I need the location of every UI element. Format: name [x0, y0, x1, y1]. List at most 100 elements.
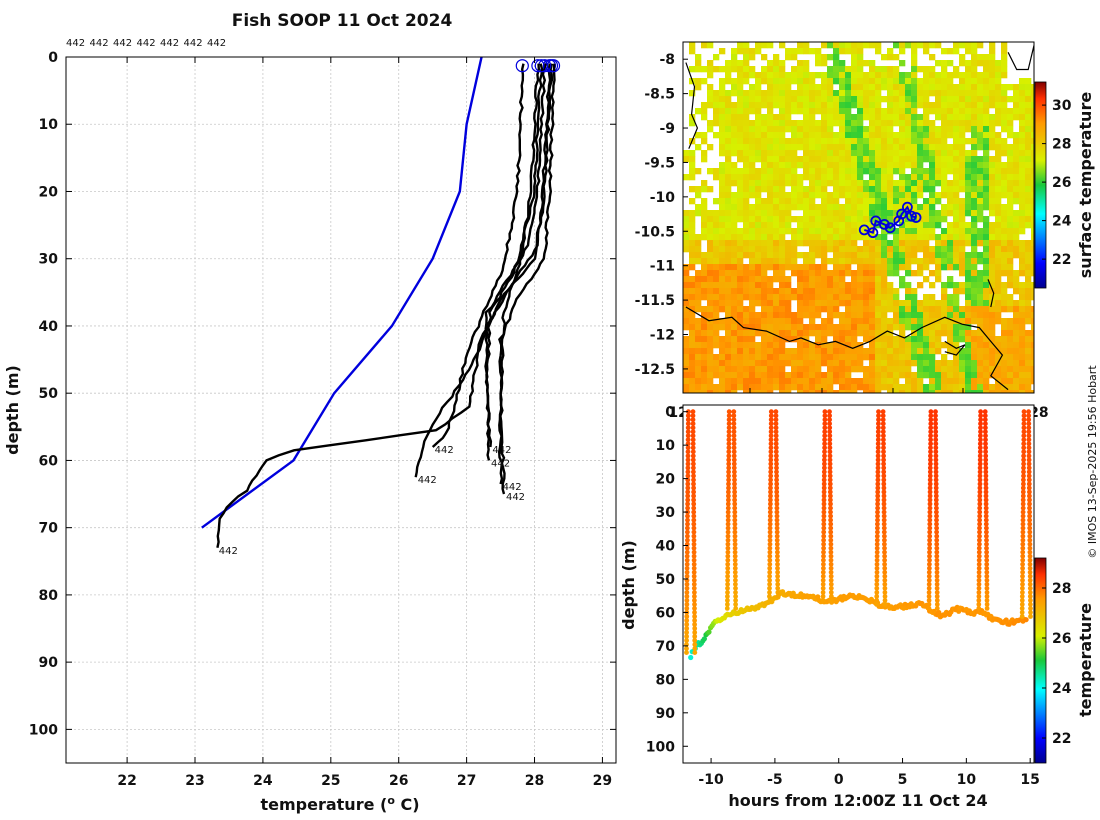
- sst-cell: [911, 324, 918, 331]
- sst-cell: [845, 120, 852, 127]
- sst-cell: [971, 330, 978, 337]
- sst-cell: [719, 174, 726, 181]
- section-sample-dot: [732, 569, 738, 575]
- sst-cell: [821, 96, 828, 103]
- sst-cell: [845, 264, 852, 271]
- sst-cell: [1013, 240, 1020, 247]
- section-sample-dot: [775, 549, 780, 555]
- sst-cell: [929, 84, 936, 91]
- sst-cell: [935, 318, 942, 325]
- sst-cell: [701, 66, 708, 73]
- section-sample-dot: [684, 634, 689, 639]
- section-sample-dot: [773, 413, 779, 419]
- coastline: [944, 340, 966, 356]
- sst-cell: [1025, 132, 1032, 139]
- sst-cell: [827, 114, 834, 121]
- sst-cell: [953, 294, 960, 301]
- sst-cell: [947, 222, 954, 229]
- sst-cell: [815, 162, 822, 169]
- section-sample-dot: [732, 561, 738, 567]
- sst-cell: [953, 378, 960, 385]
- sst-cell: [701, 324, 708, 331]
- section-sample-dot: [1019, 614, 1025, 619]
- section-sample-dot: [881, 521, 887, 527]
- section-sample-dot: [692, 602, 697, 607]
- section-sample-dot: [767, 581, 772, 587]
- section-sample-dot: [1021, 425, 1027, 431]
- sst-cell: [875, 282, 882, 289]
- section-sample-dot: [882, 565, 888, 571]
- sst-cell: [803, 90, 810, 97]
- sst-cell: [719, 48, 726, 55]
- sst-cell: [761, 306, 768, 313]
- sst-cell: [695, 66, 702, 73]
- sst-cell: [995, 78, 1002, 85]
- sst-cell: [989, 282, 996, 289]
- sst-cell: [695, 294, 702, 301]
- sst-cell: [773, 324, 780, 331]
- sst-cell: [701, 288, 708, 295]
- sst-cell: [821, 114, 828, 121]
- sst-cell: [809, 240, 816, 247]
- sst-cell: [905, 120, 912, 127]
- sst-cell: [1013, 360, 1020, 367]
- sst-cell: [857, 246, 864, 253]
- section-sample-dot: [928, 437, 933, 443]
- section-sample-dot: [686, 409, 691, 415]
- sst-cell: [725, 120, 732, 127]
- sst-cell: [977, 294, 984, 301]
- section-sample-dot: [874, 533, 880, 539]
- sst-cell: [815, 96, 822, 103]
- sst-cell: [707, 366, 714, 373]
- sst-cell: [833, 108, 840, 115]
- sst-cell: [827, 198, 834, 205]
- sst-cell: [935, 258, 942, 265]
- section-sample-dot: [1020, 541, 1026, 547]
- sst-cell: [989, 312, 996, 319]
- sst-cell: [863, 180, 870, 187]
- sst-cell: [1013, 288, 1020, 295]
- sst-cell: [923, 48, 930, 55]
- sst-cell: [911, 342, 918, 349]
- section-sample-dot: [775, 569, 780, 575]
- sst-cell: [809, 180, 816, 187]
- sst-cell: [917, 270, 924, 277]
- section-sample-dot: [724, 606, 730, 611]
- sst-cell: [893, 150, 900, 157]
- sst-cell: [785, 318, 792, 325]
- sst-cell: [995, 90, 1002, 97]
- section-sample-dot: [692, 642, 698, 647]
- section-sample-dot: [934, 569, 940, 575]
- sst-cell: [983, 282, 990, 289]
- sst-cell: [833, 96, 840, 103]
- sst-cell: [737, 252, 744, 259]
- section-sample-dot: [692, 618, 697, 623]
- sst-cell: [1031, 174, 1034, 181]
- sst-cell: [833, 114, 840, 121]
- section-sample-dot: [828, 505, 833, 511]
- sst-cell: [905, 270, 912, 277]
- sst-cell: [965, 306, 972, 313]
- sst-cell: [989, 114, 996, 121]
- section-sample-dot: [1020, 497, 1026, 503]
- sst-cell: [701, 318, 708, 325]
- sst-cell: [761, 126, 768, 133]
- map-ytick-label: -10.5: [635, 224, 675, 240]
- section-sample-dot: [685, 525, 690, 531]
- section-sample-dot: [829, 594, 834, 599]
- section-sample-dot: [977, 449, 983, 455]
- sst-cell: [791, 72, 798, 79]
- sst-cell: [815, 222, 822, 229]
- section-sample-dot: [774, 529, 780, 535]
- profile-ytick-label: 50: [39, 386, 59, 402]
- sst-cell: [977, 258, 984, 265]
- sst-cell: [935, 138, 942, 145]
- section-sample-dot: [822, 421, 828, 427]
- section-sample-dot: [933, 437, 939, 443]
- sst-cell: [911, 48, 918, 55]
- sst-cell: [815, 102, 822, 109]
- section-sample-dot: [767, 553, 773, 559]
- sst-cell: [1025, 336, 1032, 343]
- sst-cell: [911, 156, 918, 163]
- sst-cell: [935, 192, 942, 199]
